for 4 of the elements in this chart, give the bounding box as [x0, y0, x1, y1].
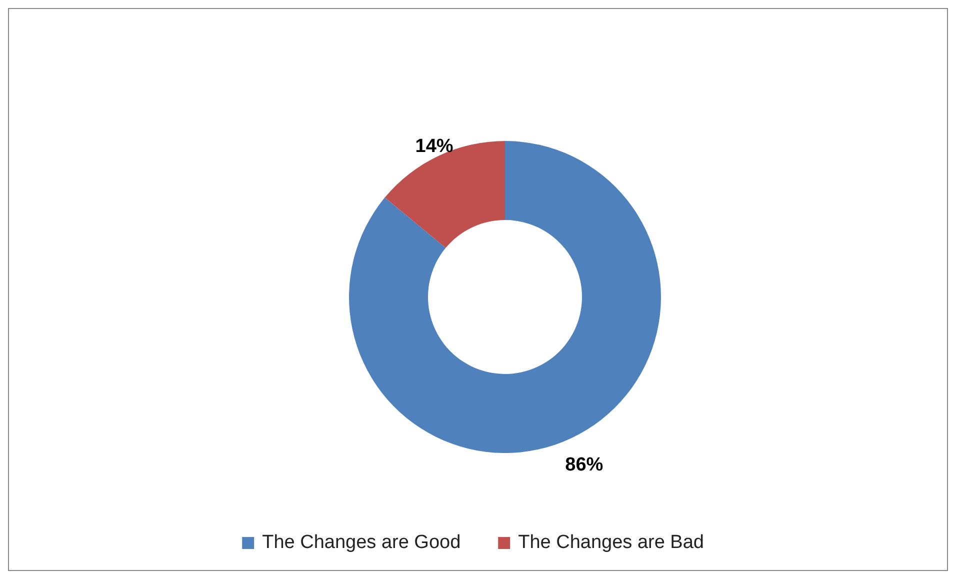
legend-label: The Changes are Good	[262, 532, 461, 554]
data-label: 86%	[565, 454, 604, 476]
data-label: 14%	[415, 136, 454, 157]
legend-label: The Changes are Bad	[518, 532, 704, 554]
